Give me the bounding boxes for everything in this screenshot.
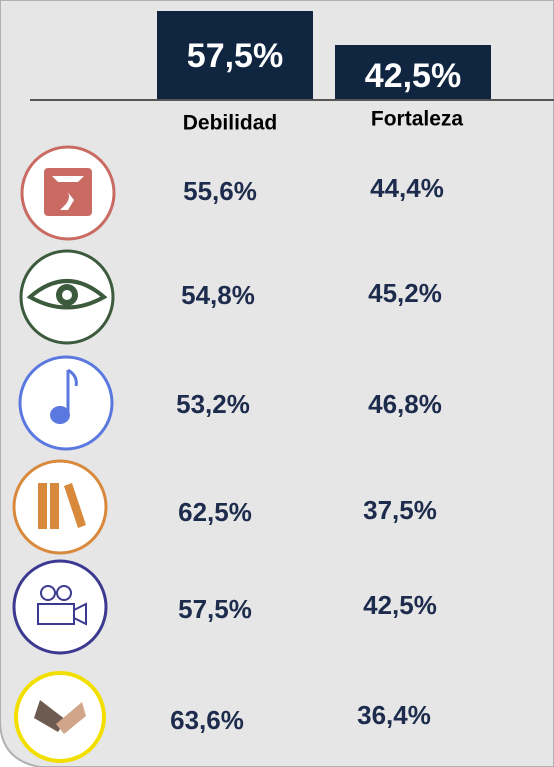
fortaleza-value: 42,5% bbox=[363, 590, 437, 620]
debilidad-value: 53,2% bbox=[176, 389, 250, 419]
icon-theatre bbox=[20, 145, 116, 241]
icon-music bbox=[18, 355, 114, 451]
fortaleza-value: 37,5% bbox=[363, 495, 437, 525]
summary-box bbox=[157, 11, 313, 101]
column-label: Debilidad bbox=[183, 112, 278, 135]
debilidad-value: 62,5% bbox=[178, 497, 252, 527]
icon-books bbox=[12, 459, 108, 555]
icon-hands bbox=[14, 671, 106, 763]
icon-eye bbox=[19, 249, 115, 345]
fortaleza-value: 46,8% bbox=[368, 389, 442, 419]
summary-value: 42,5% bbox=[365, 57, 461, 95]
fortaleza-value: 45,2% bbox=[368, 278, 442, 308]
summary-value: 57,5% bbox=[187, 37, 283, 75]
fortaleza-value: 44,4% bbox=[370, 173, 444, 203]
column-label: Fortaleza bbox=[371, 108, 464, 131]
debilidad-value: 57,5% bbox=[178, 594, 252, 624]
fortaleza-value: 36,4% bbox=[357, 700, 431, 730]
debilidad-value: 55,6% bbox=[183, 176, 257, 206]
debilidad-value: 63,6% bbox=[170, 705, 244, 735]
debilidad-value: 54,8% bbox=[181, 280, 255, 310]
summary-box bbox=[335, 45, 491, 101]
icon-camera bbox=[12, 559, 108, 655]
